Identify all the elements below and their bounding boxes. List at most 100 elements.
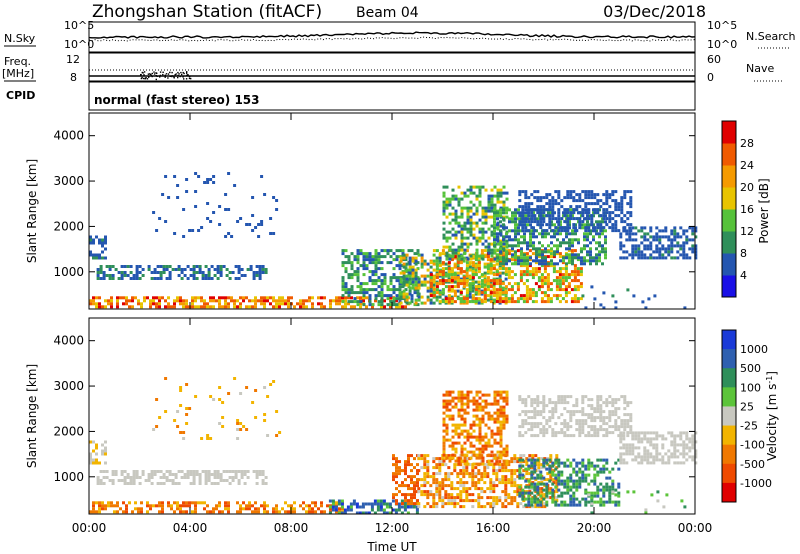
velocity-cell	[637, 440, 641, 444]
velocity-cell	[413, 490, 416, 494]
velocity-cell	[599, 467, 603, 471]
power-cell	[104, 247, 107, 251]
velocity-cell	[179, 510, 182, 514]
velocity-cell	[445, 402, 449, 406]
velocity-cell	[623, 419, 627, 423]
velocity-cell	[617, 500, 621, 504]
velocity-cell	[631, 446, 635, 450]
power-cell	[608, 205, 612, 209]
power-cell	[505, 242, 509, 246]
power-cell	[544, 250, 547, 254]
power-cell	[623, 193, 627, 197]
power-cell	[567, 249, 571, 253]
power-cell	[227, 232, 231, 235]
power-cell	[498, 288, 502, 292]
velocity-cell	[122, 501, 125, 505]
power-cell	[445, 185, 449, 189]
velocity-cell	[227, 507, 230, 511]
power-cell	[589, 247, 592, 251]
power-cell	[445, 230, 449, 234]
power-cell	[544, 262, 547, 266]
power-cell	[185, 302, 188, 306]
power-cell	[414, 268, 418, 272]
power-cell	[553, 250, 556, 254]
velocity-cell	[218, 422, 222, 425]
velocity-cell	[536, 491, 540, 495]
velocity-cell	[385, 511, 389, 515]
velocity-cell	[575, 410, 579, 414]
power-cell	[442, 212, 446, 216]
power-cell	[405, 292, 409, 296]
velocity-cell	[521, 491, 525, 495]
velocity-cell	[551, 464, 555, 468]
velocity-cell	[161, 504, 164, 508]
power-cell	[547, 232, 550, 236]
velocity-cell	[392, 493, 395, 497]
power-cell	[344, 249, 348, 253]
power-cell	[539, 211, 543, 215]
power-cell	[578, 226, 582, 230]
power-cell	[558, 285, 562, 289]
velocity-cell	[459, 505, 463, 509]
velocity-cell	[466, 402, 470, 406]
velocity-cell	[490, 459, 494, 463]
velocity-cell	[164, 410, 168, 413]
power-cell	[598, 244, 601, 248]
power-cell	[523, 262, 526, 266]
power-cell	[478, 191, 482, 195]
power-cell	[536, 223, 540, 227]
power-cell	[179, 302, 182, 306]
power-cell	[536, 190, 540, 194]
power-cell	[649, 226, 653, 230]
power-cell	[158, 217, 162, 220]
power-cell	[368, 270, 372, 274]
velocity-cell	[474, 484, 478, 488]
freq-dot	[177, 76, 179, 79]
power-cell	[568, 259, 571, 263]
power-cell	[347, 258, 351, 262]
power-cell	[514, 232, 517, 236]
power-cell	[646, 256, 650, 260]
velocity-cell	[284, 510, 287, 514]
power-cell	[542, 220, 546, 224]
power-cell	[469, 209, 473, 213]
power-cell	[230, 235, 234, 238]
velocity-cell	[474, 472, 478, 476]
power-cell	[269, 232, 273, 235]
velocity-cell	[477, 499, 481, 503]
velocity-cell	[116, 504, 119, 508]
power-cell	[548, 223, 552, 227]
velocity-cell	[608, 476, 612, 480]
velocity-cell	[557, 482, 561, 486]
power-cell	[165, 268, 169, 271]
power-cell	[463, 206, 467, 210]
velocity-cell	[527, 500, 531, 504]
power-cell	[108, 274, 112, 277]
velocity-cell	[275, 510, 278, 514]
velocity-cell	[539, 476, 543, 480]
power-cell	[501, 267, 505, 271]
freq-dot	[186, 71, 188, 73]
velocity-heatmap-cells	[89, 377, 698, 515]
velocity-cell	[451, 417, 455, 421]
power-cell	[96, 277, 100, 280]
power-cell	[344, 270, 348, 274]
power-cell	[143, 296, 146, 300]
power-cell	[484, 206, 488, 210]
power-cell	[173, 305, 176, 309]
velocity-cell	[113, 504, 116, 508]
velocity-cell	[486, 496, 490, 500]
freq-dot	[142, 72, 144, 74]
power-cell	[362, 296, 365, 300]
velocity-cell	[496, 393, 500, 397]
velocity-cell	[557, 470, 561, 474]
power-cell	[499, 220, 502, 224]
power-cell	[258, 265, 262, 268]
velocity-cell	[478, 417, 482, 421]
velocity-cell	[263, 501, 266, 505]
power-cell	[536, 196, 540, 200]
power-cell	[617, 229, 621, 233]
power-cell	[201, 271, 205, 274]
power-cell	[365, 305, 368, 309]
power-cell	[673, 235, 677, 239]
